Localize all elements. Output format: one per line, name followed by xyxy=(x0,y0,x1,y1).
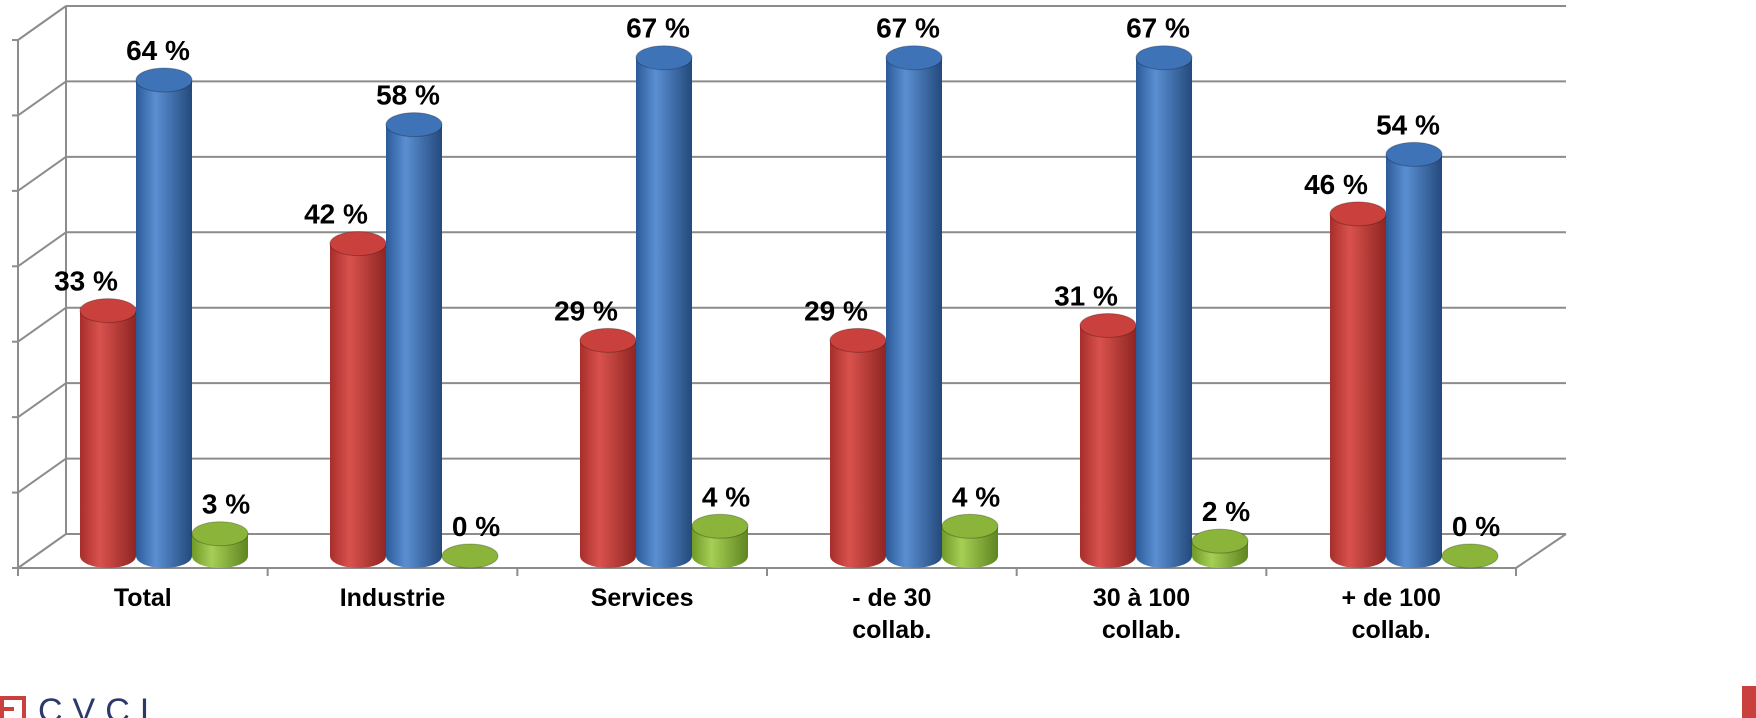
side-gridline xyxy=(17,80,67,117)
bar xyxy=(1441,543,1499,569)
bar xyxy=(441,543,499,569)
bar xyxy=(579,327,637,568)
data-label: 64 % xyxy=(126,35,190,66)
data-label: 29 % xyxy=(554,295,618,326)
bar-top xyxy=(441,543,499,569)
bar xyxy=(385,112,443,568)
bar-body xyxy=(830,340,886,568)
data-label: 4 % xyxy=(952,481,1000,512)
bar-top xyxy=(691,513,749,539)
bar-body xyxy=(942,526,998,568)
category-label: Total xyxy=(114,584,172,612)
bar xyxy=(329,231,387,568)
bar-body xyxy=(636,57,692,568)
data-label: 46 % xyxy=(1304,169,1368,200)
bar xyxy=(1385,141,1443,568)
bar-body xyxy=(580,340,636,568)
bar-top xyxy=(635,45,693,71)
bar xyxy=(941,513,999,568)
bar-top xyxy=(941,513,999,539)
bar-top xyxy=(1079,312,1137,338)
data-label: 29 % xyxy=(804,295,868,326)
floor-edge xyxy=(1515,533,1567,569)
bar-body xyxy=(1330,213,1386,568)
category-label: Services xyxy=(591,584,694,612)
bar-body xyxy=(80,310,136,568)
bar-body xyxy=(1136,57,1192,568)
bar xyxy=(635,45,693,568)
data-label: 42 % xyxy=(304,199,368,230)
gridlines xyxy=(12,5,1567,576)
data-label: 3 % xyxy=(202,489,250,520)
side-gridline xyxy=(17,156,67,192)
bar xyxy=(829,327,887,568)
bar-body xyxy=(386,124,442,568)
category-labels: Total Industrie Services - de 30 collab. 30 à… xyxy=(114,584,1441,644)
bar xyxy=(79,298,137,568)
bar-top xyxy=(135,67,193,93)
bar xyxy=(691,513,749,568)
category-label: Industrie xyxy=(340,584,446,612)
bar-top xyxy=(79,298,137,324)
side-gridline xyxy=(17,382,67,418)
data-label: 67 % xyxy=(1126,13,1190,44)
bar-top xyxy=(1191,528,1249,554)
bar-top xyxy=(1329,201,1387,227)
data-label: 67 % xyxy=(626,13,690,44)
bar xyxy=(885,45,943,568)
bar-top xyxy=(385,112,443,138)
bar-top xyxy=(885,45,943,71)
category-label: collab. xyxy=(852,616,931,644)
bar-top xyxy=(1385,141,1443,167)
bar-top xyxy=(1135,45,1193,71)
bar-body xyxy=(1386,154,1442,568)
bar-top xyxy=(191,521,249,547)
bar-body xyxy=(692,526,748,568)
data-label: 33 % xyxy=(54,266,118,297)
bar xyxy=(1135,45,1193,568)
side-gridline xyxy=(17,457,67,494)
bar-top xyxy=(579,327,637,353)
category-label: collab. xyxy=(1102,616,1181,644)
side-gridline xyxy=(17,5,67,41)
corner-accent xyxy=(1742,686,1756,718)
bar-top xyxy=(1441,543,1499,569)
side-gridline xyxy=(17,306,67,343)
bar-body xyxy=(1080,325,1136,568)
bars xyxy=(79,45,1499,569)
category-label: collab. xyxy=(1352,616,1431,644)
data-label: 54 % xyxy=(1376,109,1440,140)
bar-body xyxy=(136,80,192,568)
side-gridline xyxy=(17,533,67,569)
bar xyxy=(135,67,193,568)
data-label: 67 % xyxy=(876,13,940,44)
logo-text: CVCI xyxy=(38,692,159,718)
data-label: 0 % xyxy=(1452,511,1500,542)
bar xyxy=(1329,201,1387,568)
bar xyxy=(1079,312,1137,568)
bar-body xyxy=(886,57,942,568)
data-label: 4 % xyxy=(702,481,750,512)
bar-body xyxy=(330,243,386,568)
bar-top xyxy=(829,327,887,353)
data-labels: 33 % 64 % 3 % 42 % 58 % 0 % 29 % 67 % 4 % 29 % 67 … xyxy=(54,13,1500,542)
category-label: - de 30 xyxy=(852,584,931,612)
data-label: 31 % xyxy=(1054,280,1118,311)
side-gridline xyxy=(17,231,67,268)
category-label: 30 à 100 xyxy=(1093,584,1190,612)
logo: CVCI xyxy=(0,692,159,718)
data-label: 58 % xyxy=(376,80,440,111)
data-label: 0 % xyxy=(452,511,500,542)
bar xyxy=(191,521,249,568)
bar-top xyxy=(329,231,387,257)
bar xyxy=(1191,528,1249,568)
category-label: + de 100 xyxy=(1341,584,1440,612)
data-label: 2 % xyxy=(1202,496,1250,527)
